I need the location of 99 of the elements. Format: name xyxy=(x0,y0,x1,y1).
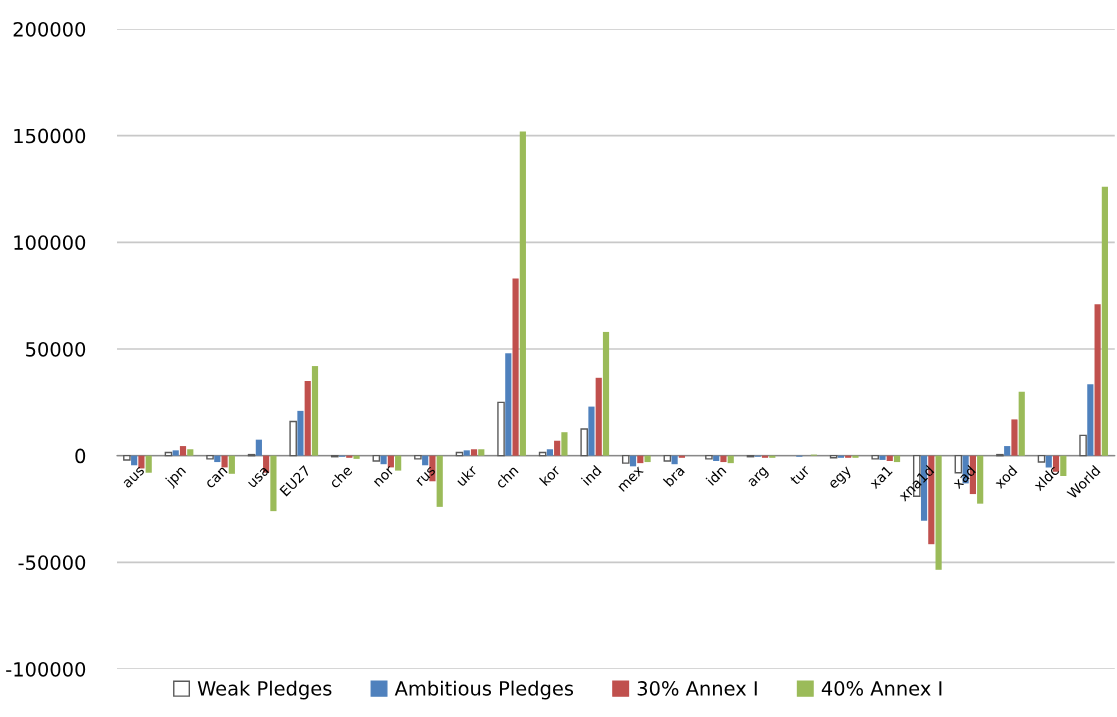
bar xyxy=(893,455,901,463)
bar xyxy=(595,377,602,456)
x-tick-label: idn xyxy=(705,464,727,486)
bar xyxy=(935,455,942,570)
x-tick-label: jpn xyxy=(164,464,189,489)
legend-label: Weak Pledges xyxy=(197,680,332,700)
y-tick-label: -100000 xyxy=(6,661,86,677)
y-tick-label: 150000 xyxy=(14,128,86,144)
bar xyxy=(422,455,429,466)
x-tick-label: kor xyxy=(539,464,562,487)
x-tick-label: can xyxy=(205,466,228,489)
bar xyxy=(663,454,672,462)
bar xyxy=(1079,434,1087,457)
x-tick-label: usa xyxy=(247,466,270,489)
bar xyxy=(519,131,526,456)
bar xyxy=(580,428,588,457)
bar xyxy=(470,449,478,456)
bar xyxy=(554,440,561,456)
bar xyxy=(837,455,844,458)
bar xyxy=(179,446,187,456)
bar xyxy=(852,455,859,458)
bar xyxy=(297,410,304,456)
x-tick-label: egy xyxy=(828,466,854,492)
bar xyxy=(1087,384,1094,456)
bar xyxy=(879,455,886,460)
bar xyxy=(270,455,277,512)
bar xyxy=(602,331,610,456)
bar xyxy=(138,455,145,469)
bar xyxy=(228,455,235,474)
x-tick-label: bra xyxy=(662,464,685,487)
y-tick-label: 100000 xyxy=(14,235,86,250)
bar xyxy=(311,366,319,456)
bar xyxy=(546,449,553,456)
bar xyxy=(304,381,311,456)
legend-label: Ambitious Pledges xyxy=(394,680,574,700)
bar xyxy=(505,353,512,456)
bar xyxy=(395,455,402,471)
x-tick-label: chn xyxy=(494,464,519,489)
x-tick-label: ukr xyxy=(455,464,478,487)
bar xyxy=(1004,446,1011,456)
bar xyxy=(145,455,152,473)
bar xyxy=(512,278,519,456)
bar xyxy=(497,401,505,457)
bar xyxy=(713,455,720,461)
bar xyxy=(678,455,685,458)
bar xyxy=(871,454,879,460)
bar xyxy=(761,455,769,458)
bar xyxy=(131,455,138,466)
x-tick-label: nor xyxy=(373,465,395,487)
bar xyxy=(561,432,568,456)
y-tick-label: 200000 xyxy=(13,21,86,37)
bar xyxy=(1101,186,1108,456)
bar xyxy=(727,455,734,464)
bar xyxy=(255,439,262,456)
bar xyxy=(1018,391,1025,456)
bar xyxy=(1060,455,1067,476)
bar xyxy=(845,455,852,458)
x-tick-label: ind xyxy=(580,464,602,486)
bar xyxy=(289,420,297,457)
bar xyxy=(214,455,221,463)
bar xyxy=(705,454,713,460)
bar xyxy=(478,449,485,456)
bar xyxy=(380,455,387,465)
bar xyxy=(621,454,630,464)
y-tick-label: -50000 xyxy=(18,555,86,570)
legend-label: 40% Annex I xyxy=(821,681,942,696)
bar xyxy=(436,455,443,507)
x-tick-label: xa1 xyxy=(868,465,893,490)
x-tick-label: rus xyxy=(416,466,436,487)
bar xyxy=(1094,304,1101,456)
bar xyxy=(769,455,776,458)
bar xyxy=(977,455,984,504)
x-tick-label: che xyxy=(328,464,353,489)
legend-label: 30% Annex I xyxy=(637,681,757,696)
bar xyxy=(463,450,470,456)
x-tick-label: arg xyxy=(747,466,770,490)
bar xyxy=(414,454,422,460)
bar xyxy=(1011,419,1018,456)
bar xyxy=(221,455,228,468)
y-tick-label: 0 xyxy=(75,448,86,464)
bar xyxy=(886,455,893,461)
bar xyxy=(206,454,214,460)
bar xyxy=(123,454,131,461)
x-tick-label: tur xyxy=(789,464,811,486)
bar xyxy=(644,455,651,463)
bar xyxy=(629,455,637,467)
bar xyxy=(187,449,194,456)
bar xyxy=(671,455,678,465)
y-tick-label: 50000 xyxy=(26,341,86,357)
bar xyxy=(372,454,381,462)
bar xyxy=(1037,454,1046,463)
bar xyxy=(346,455,353,458)
bar xyxy=(637,455,644,464)
bar xyxy=(353,455,360,459)
bar xyxy=(1045,455,1052,468)
x-tick-label: aus xyxy=(122,466,145,489)
bar xyxy=(172,450,179,456)
bar xyxy=(588,406,595,456)
bar xyxy=(720,455,727,463)
